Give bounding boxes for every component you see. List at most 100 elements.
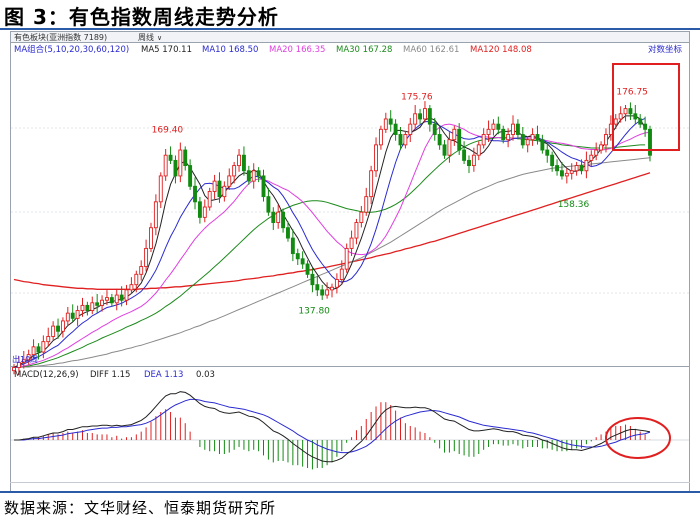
candle-body	[31, 346, 36, 356]
chevron-down-icon[interactable]: ∨	[157, 34, 162, 42]
candlestick	[65, 306, 70, 326]
candlestick	[119, 286, 124, 307]
candle-body	[486, 128, 491, 135]
candle-body	[418, 113, 423, 120]
candlestick	[212, 174, 217, 199]
candlestick	[330, 283, 334, 298]
candlestick	[256, 167, 261, 183]
candlestick	[623, 104, 628, 122]
candlestick	[60, 317, 65, 338]
candle-body	[295, 253, 300, 260]
candle-body	[559, 170, 564, 177]
toolbar-strip	[10, 31, 690, 43]
log-scale-button[interactable]: 对数坐标	[648, 44, 683, 55]
candle-body	[241, 154, 246, 172]
candle-body	[403, 134, 408, 146]
candlestick	[153, 194, 158, 236]
candlestick	[134, 270, 139, 293]
candle-body	[271, 211, 276, 223]
candlestick	[520, 126, 525, 149]
candlestick	[168, 146, 173, 165]
candle-body	[638, 118, 643, 125]
candlestick	[320, 284, 325, 300]
candlestick	[579, 159, 584, 175]
candlestick	[310, 268, 315, 293]
candle-body	[388, 118, 393, 125]
candle-body	[222, 185, 227, 198]
title-rule	[0, 28, 700, 30]
ma5-value: MA5 170.11	[141, 45, 192, 55]
candle-body	[408, 123, 413, 135]
candlestick	[344, 243, 349, 273]
candle-body	[623, 108, 628, 115]
candle-body	[310, 273, 315, 286]
diff-value: DIFF 1.15	[90, 370, 130, 380]
candlestick	[604, 128, 608, 153]
candlestick	[21, 350, 26, 369]
candlestick	[354, 218, 359, 245]
candle-body	[520, 134, 525, 146]
candlestick	[197, 196, 202, 224]
candlestick	[144, 239, 149, 272]
candlestick	[12, 363, 16, 375]
candlestick	[207, 187, 212, 211]
price-annotation: 175.76	[401, 93, 433, 103]
candle-body	[207, 191, 212, 208]
candlestick	[222, 181, 227, 202]
candle-body	[75, 310, 80, 319]
ma30-value: MA30 167.28	[336, 45, 392, 55]
candle-body	[266, 196, 271, 213]
candle-body	[149, 227, 153, 249]
chart-frame	[10, 31, 690, 492]
candlestick	[188, 159, 193, 190]
candle-body	[604, 134, 608, 146]
candlestick	[403, 130, 408, 149]
candle-body	[374, 144, 378, 172]
candle-body	[16, 361, 21, 368]
candle-body	[56, 325, 60, 332]
candlestick	[286, 221, 290, 242]
macd-pane[interactable]	[11, 391, 689, 470]
price-annotation: 137.80	[298, 306, 330, 316]
candle-body	[129, 284, 134, 291]
candle-body	[613, 118, 618, 125]
candle-body	[525, 139, 530, 146]
figure-source: 数据来源：文华财经、恒泰期货研究所	[4, 499, 277, 517]
candle-body	[540, 139, 545, 151]
candle-body	[80, 304, 85, 312]
candlestick	[594, 142, 599, 161]
candle-body	[452, 128, 457, 141]
candle-body	[437, 134, 442, 146]
candle-body	[281, 211, 286, 229]
instrument-label[interactable]: 有色板块(亚洲指数 7189)	[14, 32, 107, 42]
dea-value: DEA 1.13	[144, 370, 183, 380]
candlestick	[80, 297, 85, 317]
candle-body	[41, 341, 46, 353]
candlestick	[648, 125, 652, 162]
candlestick	[271, 207, 276, 231]
period-selector[interactable]: 周线	[138, 32, 154, 42]
candlestick	[369, 165, 374, 205]
candle-body	[100, 299, 105, 306]
candle-body	[300, 258, 305, 265]
bottom-rule	[0, 491, 700, 493]
candlestick	[295, 248, 300, 265]
candlestick	[281, 208, 286, 233]
candle-body	[227, 175, 232, 187]
candle-body	[105, 297, 109, 301]
candle-body	[237, 154, 241, 167]
candle-body	[628, 108, 633, 115]
candle-body	[65, 312, 70, 322]
candlestick	[501, 125, 506, 144]
candle-body	[246, 170, 251, 182]
price-pane[interactable]: 169.40 137.80 175.76 158.36 176.75	[12, 88, 652, 376]
candle-body	[555, 165, 559, 172]
candlestick	[315, 275, 320, 297]
candle-body	[569, 170, 574, 174]
candlestick	[227, 168, 232, 190]
candle-body	[442, 144, 447, 156]
candle-body	[599, 144, 604, 151]
ma60-value: MA60 162.61	[403, 45, 459, 55]
candle-body	[574, 165, 579, 172]
